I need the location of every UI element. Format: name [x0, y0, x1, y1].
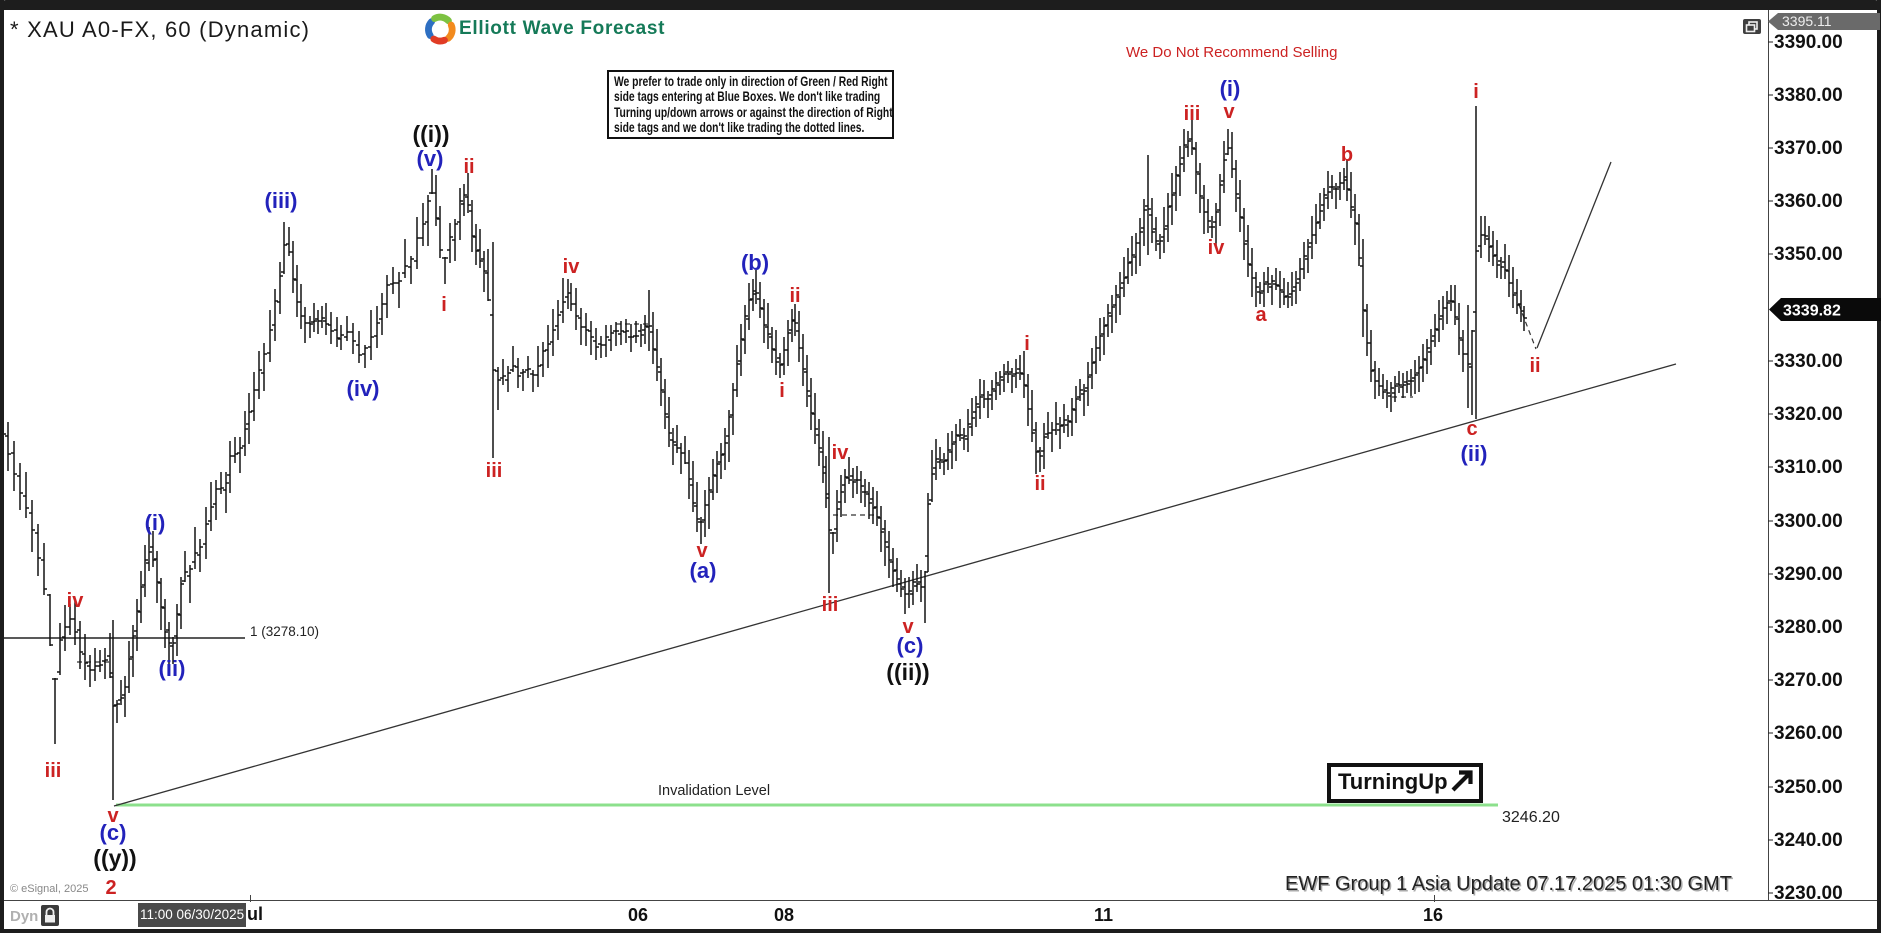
svg-text:3290.00: 3290.00: [1774, 564, 1843, 585]
svg-text:iii: iii: [486, 460, 503, 482]
svg-text:i: i: [1024, 333, 1030, 355]
svg-text:3270.00: 3270.00: [1774, 670, 1843, 691]
svg-text:iv: iv: [563, 256, 581, 278]
svg-text:3350.00: 3350.00: [1774, 244, 1843, 265]
svg-text:3370.00: 3370.00: [1774, 138, 1843, 159]
svg-text:iii: iii: [1184, 103, 1201, 125]
svg-text:3250.00: 3250.00: [1774, 777, 1843, 798]
svg-text:v: v: [107, 805, 119, 827]
svg-text:3260.00: 3260.00: [1774, 723, 1843, 744]
svg-text:v: v: [1223, 101, 1235, 123]
svg-text:2: 2: [105, 877, 116, 899]
svg-text:(b): (b): [741, 250, 769, 275]
svg-text:iv: iv: [832, 442, 850, 464]
svg-text:iii: iii: [822, 594, 839, 616]
svg-text:3360.00: 3360.00: [1774, 191, 1843, 212]
svg-text:(a): (a): [690, 558, 717, 583]
svg-text:3390.00: 3390.00: [1774, 32, 1843, 53]
svg-text:1 (3278.10): 1 (3278.10): [250, 624, 319, 639]
svg-text:v: v: [696, 540, 708, 562]
svg-text:i: i: [779, 380, 785, 402]
svg-text:(ii): (ii): [1461, 441, 1488, 466]
svg-text:(c): (c): [100, 820, 127, 845]
svg-text:v: v: [902, 616, 914, 638]
svg-text:((i)): ((i)): [412, 121, 449, 147]
svg-text:ii: ii: [789, 285, 800, 307]
svg-text:a: a: [1255, 304, 1267, 326]
svg-text:i: i: [441, 294, 447, 316]
svg-text:ii: ii: [463, 156, 474, 178]
svg-text:iv: iv: [67, 590, 85, 612]
svg-text:3395.11: 3395.11: [1782, 13, 1832, 29]
svg-text:3339.82: 3339.82: [1783, 303, 1841, 320]
svg-text:iii: iii: [45, 760, 62, 782]
svg-text:iv: iv: [1208, 237, 1226, 259]
svg-text:((ii)): ((ii)): [886, 659, 929, 685]
svg-text:ii: ii: [1034, 473, 1045, 495]
svg-text:3230.00: 3230.00: [1774, 883, 1843, 901]
svg-text:3380.00: 3380.00: [1774, 85, 1843, 106]
svg-text:i: i: [1473, 81, 1479, 103]
svg-text:3280.00: 3280.00: [1774, 617, 1843, 638]
svg-text:(c): (c): [897, 633, 924, 658]
svg-text:3310.00: 3310.00: [1774, 457, 1843, 478]
svg-text:b: b: [1341, 144, 1353, 166]
svg-text:(iv): (iv): [347, 376, 380, 401]
svg-text:(i): (i): [1220, 76, 1241, 101]
svg-text:((y)): ((y)): [93, 845, 136, 871]
svg-text:(i): (i): [145, 510, 166, 535]
svg-text:3300.00: 3300.00: [1774, 511, 1843, 532]
svg-text:3330.00: 3330.00: [1774, 351, 1843, 372]
svg-text:3320.00: 3320.00: [1774, 404, 1843, 425]
svg-text:(ii): (ii): [159, 656, 186, 681]
svg-text:(iii): (iii): [265, 188, 298, 213]
svg-text:c: c: [1466, 418, 1477, 440]
svg-text:(v): (v): [417, 146, 444, 171]
svg-text:ii: ii: [1529, 355, 1540, 377]
svg-text:3240.00: 3240.00: [1774, 830, 1843, 851]
